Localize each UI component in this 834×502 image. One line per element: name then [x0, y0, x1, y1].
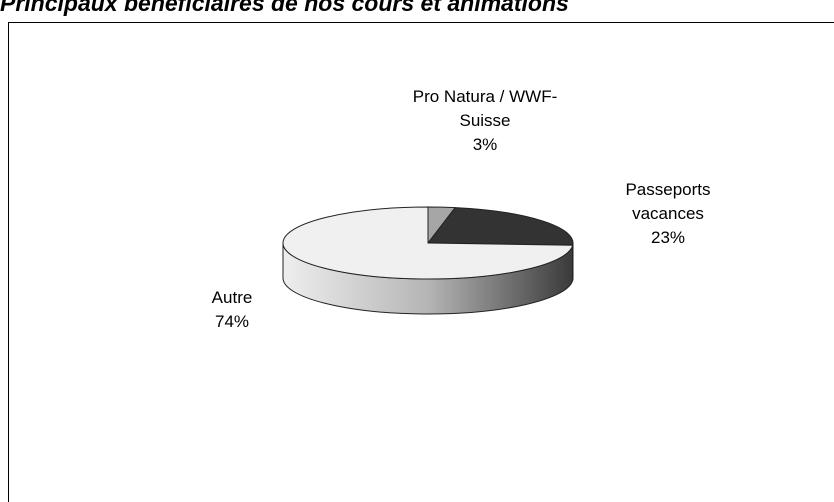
- value-label: 3%: [410, 133, 560, 157]
- category-label: Autre: [172, 286, 292, 310]
- value-label: 23%: [608, 226, 728, 250]
- category-label: Pro Natura / WWF-Suisse: [410, 85, 560, 133]
- value-label: 74%: [172, 310, 292, 334]
- category-label: Passeports vacances: [608, 178, 728, 226]
